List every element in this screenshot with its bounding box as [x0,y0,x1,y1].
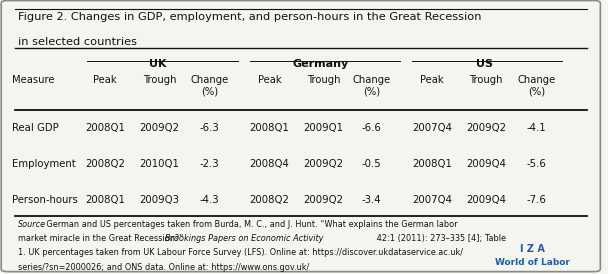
Text: Trough: Trough [143,75,176,85]
Text: Germany: Germany [292,59,349,68]
Text: Change
(%): Change (%) [353,75,391,96]
FancyBboxPatch shape [1,1,600,272]
Text: Brookings Papers on Economic Activity: Brookings Papers on Economic Activity [165,234,323,243]
Text: US: US [475,59,492,68]
Text: 2009Q2: 2009Q2 [139,123,179,133]
Text: series/?sn=2000026; and ONS data. Online at: https://www.ons.gov.uk/: series/?sn=2000026; and ONS data. Online… [18,263,309,272]
Text: 2008Q4: 2008Q4 [249,159,289,169]
Text: 2009Q2: 2009Q2 [466,123,506,133]
Text: 2007Q4: 2007Q4 [412,195,452,206]
Text: 2008Q1: 2008Q1 [85,195,125,206]
Text: 2008Q1: 2008Q1 [249,123,289,133]
Text: -6.3: -6.3 [199,123,219,133]
Text: : German and US percentages taken from Burda, M. C., and J. Hunt. “What explains: : German and US percentages taken from B… [41,220,458,229]
Text: 2008Q2: 2008Q2 [85,159,125,169]
Text: 42:1 (2011): 273–335 [4]; Table: 42:1 (2011): 273–335 [4]; Table [374,234,506,243]
Text: in selected countries: in selected countries [18,37,137,47]
Text: Person-hours: Person-hours [12,195,78,206]
Text: 2007Q4: 2007Q4 [412,123,452,133]
Text: 1. UK percentages taken from UK Labour Force Survey (LFS). Online at: https://di: 1. UK percentages taken from UK Labour F… [18,249,463,258]
Text: 2008Q1: 2008Q1 [412,159,452,169]
Text: Figure 2. Changes in GDP, employment, and person-hours in the Great Recession: Figure 2. Changes in GDP, employment, an… [18,12,482,22]
Text: -3.4: -3.4 [362,195,382,206]
Text: Measure: Measure [12,75,55,85]
Text: Real GDP: Real GDP [12,123,59,133]
Text: -0.5: -0.5 [362,159,382,169]
Text: 2009Q2: 2009Q2 [303,195,344,206]
Text: 2009Q4: 2009Q4 [466,195,506,206]
Text: Source: Source [18,220,46,229]
Text: 2010Q1: 2010Q1 [139,159,179,169]
Text: UK: UK [149,59,167,68]
Text: Peak: Peak [94,75,117,85]
Text: 2008Q2: 2008Q2 [249,195,289,206]
Text: 2009Q1: 2009Q1 [303,123,344,133]
Text: -4.3: -4.3 [199,195,219,206]
Text: -6.6: -6.6 [362,123,382,133]
Text: Peak: Peak [258,75,282,85]
Text: -2.3: -2.3 [199,159,219,169]
Text: 2009Q3: 2009Q3 [139,195,179,206]
Text: World of Labor: World of Labor [495,258,570,267]
Text: -4.1: -4.1 [527,123,547,133]
Text: 2008Q1: 2008Q1 [85,123,125,133]
Text: Trough: Trough [469,75,503,85]
Text: -7.6: -7.6 [527,195,547,206]
Text: Peak: Peak [420,75,444,85]
Text: 2009Q2: 2009Q2 [303,159,344,169]
Text: Employment: Employment [12,159,76,169]
Text: -5.6: -5.6 [527,159,547,169]
Text: Change
(%): Change (%) [517,75,556,96]
Text: I Z A: I Z A [520,244,545,254]
Text: Trough: Trough [307,75,340,85]
Text: 2009Q4: 2009Q4 [466,159,506,169]
Text: market miracle in the Great Recession?”: market miracle in the Great Recession?” [18,234,186,243]
Text: Change
(%): Change (%) [190,75,229,96]
